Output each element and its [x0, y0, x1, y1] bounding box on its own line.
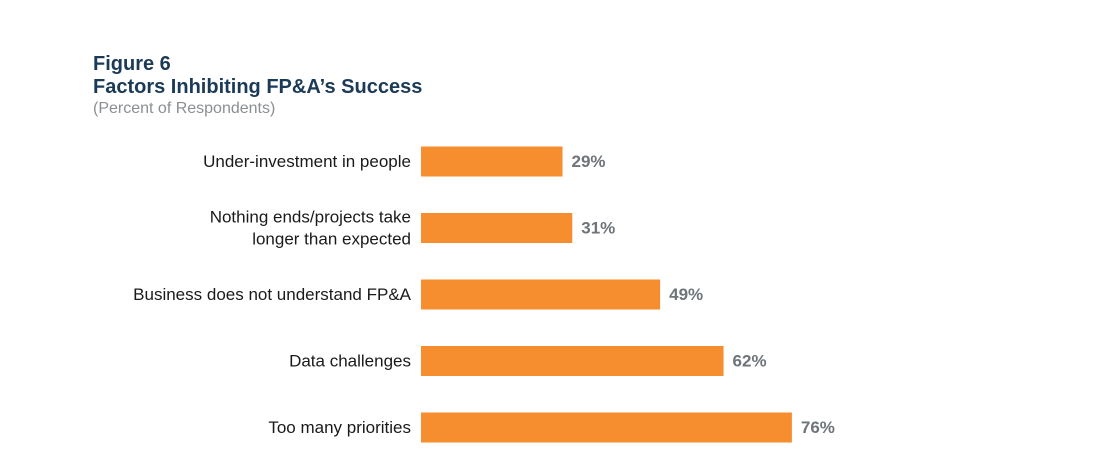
bar [421, 279, 661, 310]
value-label: 31% [581, 219, 615, 238]
value-label: 49% [669, 285, 703, 304]
bar [421, 412, 792, 443]
category-label: Too many priorities [268, 418, 411, 437]
chart-subtitle: (Percent of Respondents) [93, 100, 276, 117]
value-label: 62% [733, 352, 767, 371]
value-label: 76% [801, 418, 835, 437]
category-label: Under-investment in people [203, 152, 411, 171]
bar [421, 213, 573, 243]
category-label: Nothing ends/projects take longer than ex… [210, 208, 411, 249]
category-label: Business does not understand FP&A [133, 285, 411, 304]
chart-title: Factors Inhibiting FP&A’s Success [93, 76, 423, 98]
category-label: Data challenges [289, 352, 411, 371]
value-label: 29% [572, 152, 606, 171]
bar [421, 146, 563, 177]
bar [421, 346, 724, 376]
figure-number: Figure 6 [93, 53, 171, 75]
